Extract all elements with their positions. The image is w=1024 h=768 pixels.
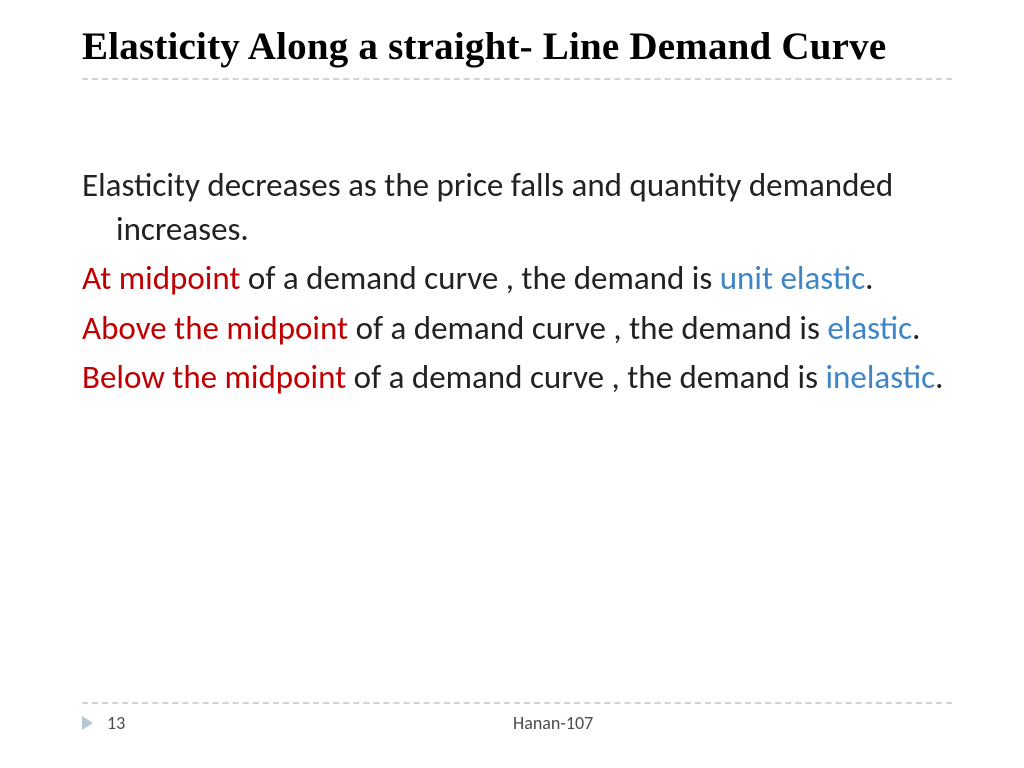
page-number: 13 — [107, 712, 143, 734]
text-midpoint-mid: of a demand curve , the demand is — [240, 258, 719, 298]
footer-row: 13 Hanan-107 — [82, 712, 952, 734]
slide-body: Elasticity decreases as the price falls … — [82, 164, 952, 400]
text-above-mid: of a demand curve , the demand is — [348, 308, 827, 348]
slide: Elasticity Along a straight- Line Demand… — [0, 0, 1024, 768]
text-below-red: Below the midpoint — [82, 357, 346, 397]
text-intro: Elasticity decreases as the price falls … — [82, 165, 893, 249]
slide-title: Elasticity Along a straight- Line Demand… — [82, 24, 952, 76]
text-midpoint-blue: unit elastic — [720, 258, 865, 298]
paragraph-above: Above the midpoint of a demand curve , t… — [82, 307, 952, 351]
author-label: Hanan-107 — [513, 712, 593, 734]
text-below-blue: inelastic — [825, 357, 935, 397]
title-divider — [82, 78, 952, 80]
text-above-blue: elastic — [827, 308, 912, 348]
text-below-mid: of a demand curve , the demand is — [346, 357, 825, 397]
paragraph-midpoint: At midpoint of a demand curve , the dema… — [82, 257, 952, 301]
paragraph-intro: Elasticity decreases as the price falls … — [82, 164, 952, 251]
paragraph-below: Below the midpoint of a demand curve , t… — [82, 356, 952, 400]
text-midpoint-tail: . — [865, 258, 873, 298]
slide-footer: 13 Hanan-107 — [82, 702, 952, 734]
text-above-tail: . — [912, 308, 920, 348]
text-midpoint-red: At midpoint — [82, 258, 240, 298]
play-arrow-icon — [82, 716, 93, 730]
text-above-red: Above the midpoint — [82, 308, 348, 348]
text-below-tail: . — [935, 357, 943, 397]
footer-divider — [82, 702, 952, 704]
